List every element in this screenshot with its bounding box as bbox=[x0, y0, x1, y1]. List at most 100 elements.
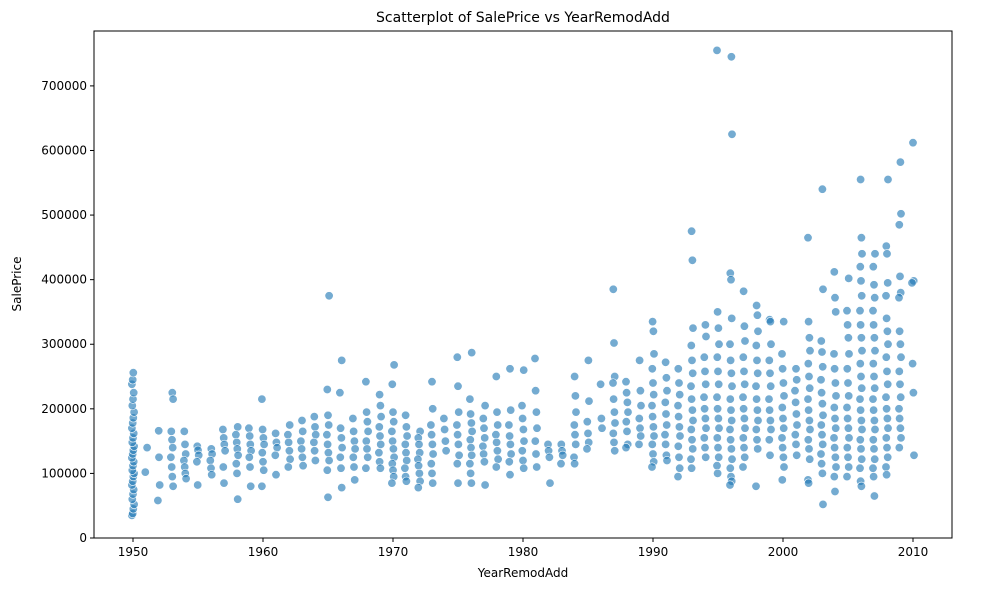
data-point bbox=[895, 423, 905, 433]
data-point bbox=[765, 415, 775, 425]
data-point bbox=[375, 390, 385, 400]
data-point bbox=[739, 286, 749, 296]
data-point bbox=[258, 424, 268, 434]
data-point bbox=[829, 402, 839, 412]
data-point bbox=[414, 461, 424, 471]
data-point bbox=[779, 423, 789, 433]
data-point bbox=[805, 454, 815, 464]
data-point bbox=[869, 371, 879, 381]
data-point bbox=[582, 417, 592, 427]
data-point bbox=[870, 249, 880, 259]
data-point bbox=[855, 394, 865, 404]
data-point bbox=[895, 157, 905, 167]
data-point bbox=[804, 371, 814, 381]
data-point bbox=[142, 443, 152, 453]
data-point bbox=[753, 415, 763, 425]
data-point bbox=[258, 457, 268, 467]
data-point bbox=[636, 431, 646, 441]
data-point bbox=[154, 452, 164, 462]
data-point bbox=[818, 499, 828, 509]
data-point bbox=[466, 478, 476, 488]
data-point bbox=[362, 444, 372, 454]
data-point bbox=[687, 355, 697, 365]
data-point bbox=[244, 423, 254, 433]
data-point bbox=[805, 346, 815, 356]
data-point bbox=[622, 388, 632, 398]
data-point bbox=[336, 463, 346, 473]
data-point bbox=[686, 424, 696, 434]
data-point bbox=[830, 486, 840, 496]
data-point bbox=[674, 452, 684, 462]
data-point bbox=[738, 462, 748, 472]
data-point bbox=[700, 413, 710, 423]
data-point bbox=[804, 415, 814, 425]
data-point bbox=[687, 405, 697, 415]
data-point bbox=[804, 317, 814, 327]
data-point bbox=[714, 379, 724, 389]
data-point bbox=[452, 420, 462, 430]
data-point bbox=[883, 452, 893, 462]
data-point bbox=[219, 478, 229, 488]
data-point bbox=[597, 423, 607, 433]
data-point bbox=[870, 454, 880, 464]
data-point bbox=[427, 430, 437, 440]
data-point bbox=[831, 307, 841, 317]
data-point bbox=[244, 452, 254, 462]
data-point bbox=[335, 388, 345, 398]
data-point bbox=[883, 423, 893, 433]
data-point bbox=[257, 394, 267, 404]
x-tick-label: 1970 bbox=[378, 545, 409, 559]
data-point bbox=[830, 293, 840, 303]
data-point bbox=[752, 300, 762, 310]
data-point bbox=[310, 422, 320, 432]
data-point bbox=[882, 443, 892, 453]
data-point bbox=[389, 360, 399, 370]
data-point bbox=[725, 339, 735, 349]
data-point bbox=[504, 420, 514, 430]
data-point bbox=[311, 430, 321, 440]
data-point bbox=[608, 284, 618, 294]
data-point bbox=[727, 381, 737, 391]
data-point bbox=[725, 480, 735, 490]
data-point bbox=[675, 463, 685, 473]
data-point bbox=[830, 413, 840, 423]
data-point bbox=[610, 418, 620, 428]
data-point bbox=[168, 394, 178, 404]
data-point bbox=[869, 405, 879, 415]
data-point bbox=[791, 409, 801, 419]
data-point bbox=[869, 472, 879, 482]
data-point bbox=[245, 462, 255, 472]
data-point bbox=[753, 368, 763, 378]
data-point bbox=[167, 435, 177, 445]
data-point bbox=[283, 430, 293, 440]
data-point bbox=[868, 262, 878, 272]
data-point bbox=[687, 255, 697, 265]
data-point bbox=[752, 435, 762, 445]
data-point bbox=[700, 404, 710, 414]
data-point bbox=[245, 431, 255, 441]
x-tick-label: 2010 bbox=[898, 545, 929, 559]
data-point bbox=[726, 405, 736, 415]
data-point bbox=[765, 450, 775, 460]
data-point bbox=[908, 359, 918, 369]
data-point bbox=[726, 368, 736, 378]
data-point bbox=[205, 455, 215, 465]
data-point bbox=[271, 470, 281, 480]
data-point bbox=[570, 371, 580, 381]
data-point bbox=[376, 412, 386, 422]
data-point bbox=[478, 413, 488, 423]
data-point bbox=[857, 291, 867, 301]
data-point bbox=[322, 384, 332, 394]
y-tick-label: 400000 bbox=[41, 273, 87, 287]
y-axis: 0 100000 200000 300000 400000 500000 600000 700… bbox=[41, 79, 94, 545]
data-point bbox=[868, 306, 878, 316]
data-point bbox=[662, 455, 672, 465]
y-tick-label: 700000 bbox=[41, 79, 87, 93]
data-point bbox=[168, 443, 178, 453]
data-point bbox=[700, 366, 710, 376]
data-point bbox=[699, 433, 709, 443]
data-point bbox=[570, 459, 580, 469]
data-point bbox=[452, 352, 462, 362]
data-point bbox=[714, 423, 724, 433]
data-point bbox=[842, 402, 852, 412]
